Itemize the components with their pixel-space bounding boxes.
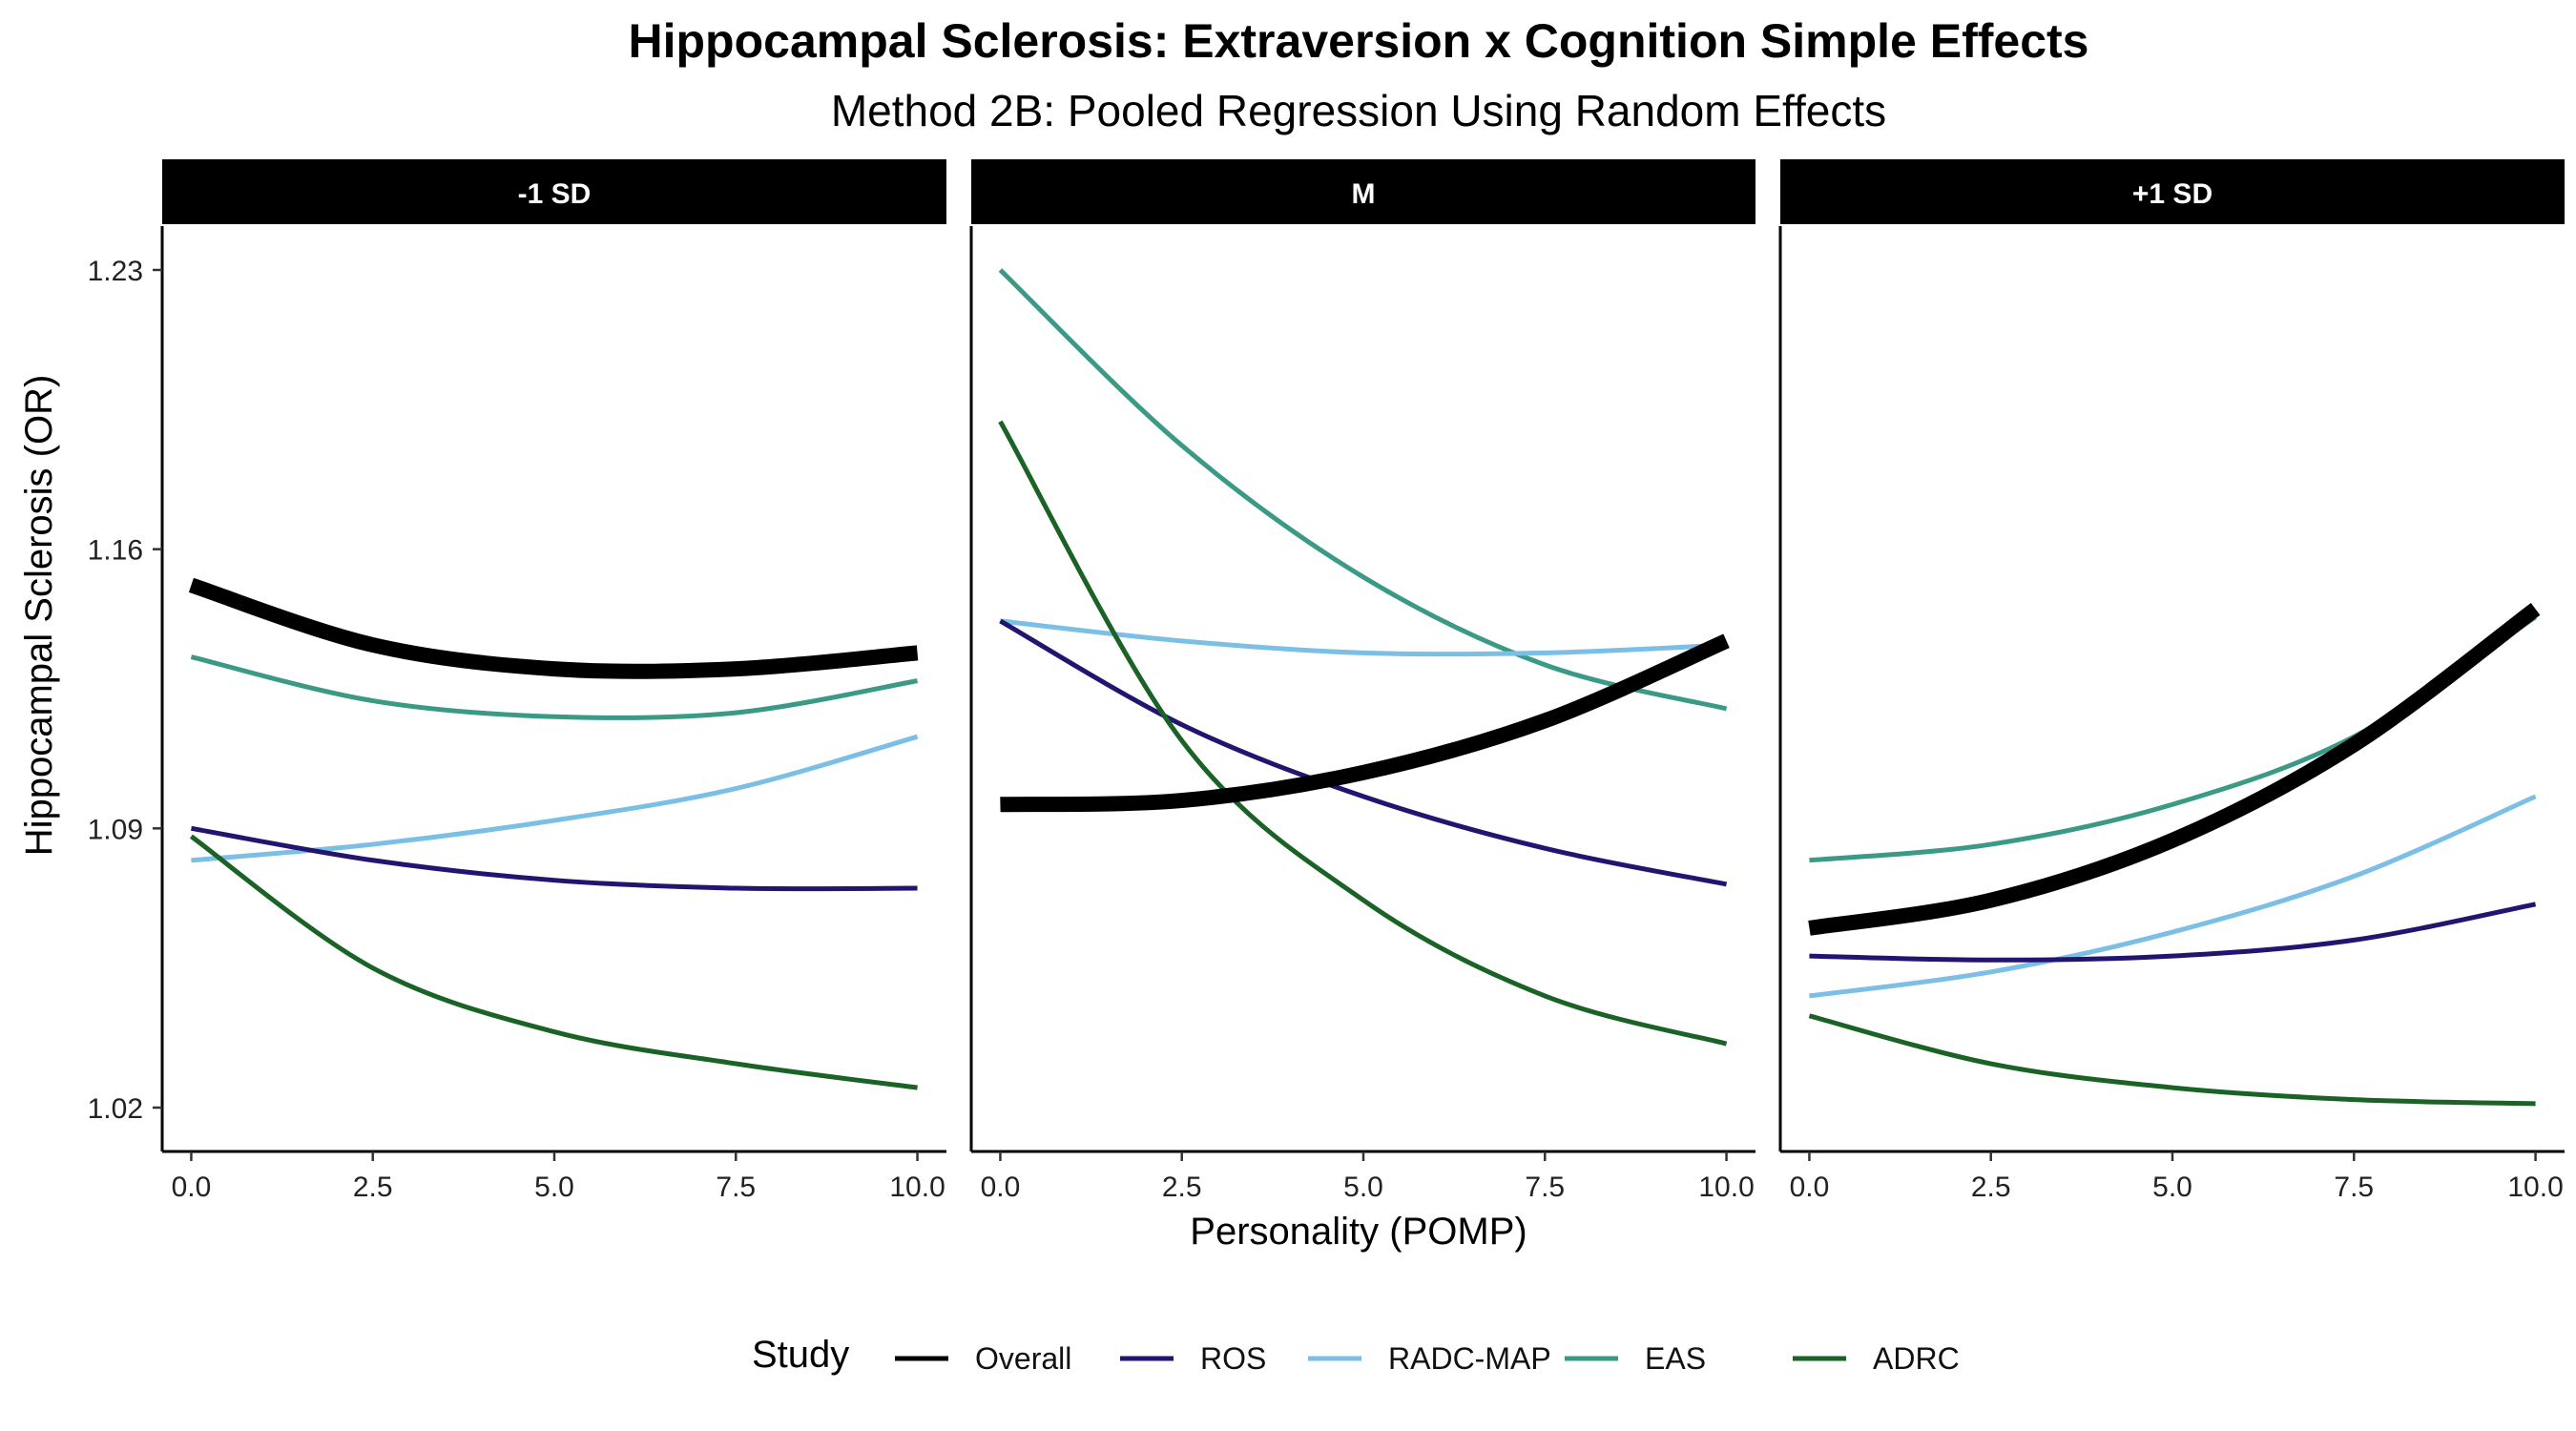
facet-strip-label: +1 SD — [2132, 178, 2212, 210]
legend-entry-overall: Overall — [895, 1341, 1071, 1376]
facet-panel: +1 SD 0.0 2.5 5.0 7.5 10.0 — [1778, 159, 2565, 1203]
legend-label: ADRC — [1873, 1341, 1960, 1376]
series-line-overall — [1000, 633, 1730, 813]
x-tick-label: 10.0 — [2507, 1172, 2563, 1203]
series-line-overall — [188, 577, 919, 679]
y-axis-title: Hippocampal Sclerosis (OR) — [18, 375, 60, 857]
legend-label: RADC-MAP — [1388, 1341, 1551, 1376]
legend: Study Overall ROS RADC-MAP EAS ADRC — [752, 1334, 1960, 1376]
x-tick-label: 5.0 — [1343, 1172, 1383, 1203]
legend-entry-ros: ROS — [1120, 1341, 1266, 1376]
facet-strip — [162, 159, 946, 224]
x-axis-title: Personality (POMP) — [1190, 1211, 1527, 1253]
chart-title: Hippocampal Sclerosis: Extraversion x Co… — [629, 14, 2089, 68]
series-line-ros — [1809, 902, 2537, 963]
x-tick-label: 5.0 — [2152, 1172, 2192, 1203]
x-tick-label: 2.5 — [1162, 1172, 1202, 1203]
facet-panel: -1 SD 0.0 2.5 5.0 7.5 10.0 1.02 1.09 1.16 1.23 — [88, 159, 946, 1203]
legend-entry-eas: EAS — [1565, 1341, 1706, 1376]
x-tick-label: 2.5 — [353, 1172, 393, 1203]
facet-panels: -1 SD 0.0 2.5 5.0 7.5 10.0 1.02 1.09 1.16 1.23 M 0.… — [88, 159, 2565, 1203]
series-line-adrc — [189, 834, 918, 1090]
x-tick-label: 7.5 — [716, 1172, 756, 1203]
series-line-eas — [190, 654, 918, 721]
series-line-ros — [191, 825, 918, 892]
legend-title: Study — [752, 1334, 849, 1376]
facet-strip — [971, 159, 1755, 224]
facet-strip-label: M — [1352, 178, 1376, 210]
x-tick-label: 7.5 — [2334, 1172, 2374, 1203]
x-tick-label: 2.5 — [1971, 1172, 2011, 1203]
x-tick-label: 10.0 — [1698, 1172, 1754, 1203]
series-line-adrc — [1808, 1013, 2536, 1107]
facet-panel: M 0.0 2.5 5.0 7.5 10.0 — [969, 159, 1755, 1203]
series-line-radc-map — [1809, 794, 2537, 999]
x-tick-label: 10.0 — [889, 1172, 945, 1203]
y-tick-label: 1.09 — [88, 814, 143, 845]
x-tick-label: 0.0 — [981, 1172, 1021, 1203]
legend-label: ROS — [1200, 1341, 1266, 1376]
x-tick-label: 0.0 — [1790, 1172, 1830, 1203]
legend-entry-adrc: ADRC — [1793, 1341, 1960, 1376]
series-line-overall — [1808, 602, 2541, 936]
y-tick-label: 1.23 — [88, 256, 143, 287]
facet-strip — [1780, 159, 2565, 224]
y-tick-label: 1.02 — [88, 1093, 143, 1125]
y-tick-label: 1.16 — [88, 535, 143, 567]
series-line-radc-map — [1000, 618, 1727, 657]
legend-label: EAS — [1645, 1341, 1706, 1376]
x-tick-label: 5.0 — [534, 1172, 574, 1203]
facet-strip-label: -1 SD — [518, 178, 592, 210]
series-line-eas — [998, 268, 1728, 712]
chart-subtitle: Method 2B: Pooled Regression Using Rando… — [831, 86, 1886, 135]
x-tick-label: 7.5 — [1525, 1172, 1565, 1203]
series-line-ros — [999, 618, 1728, 887]
series-line-adrc — [998, 420, 1728, 1047]
series-line-radc-map — [191, 734, 919, 863]
legend-label: Overall — [975, 1341, 1071, 1376]
series-line-eas — [1809, 614, 2537, 863]
x-tick-label: 0.0 — [172, 1172, 212, 1203]
legend-entry-radc-map: RADC-MAP — [1308, 1341, 1551, 1376]
